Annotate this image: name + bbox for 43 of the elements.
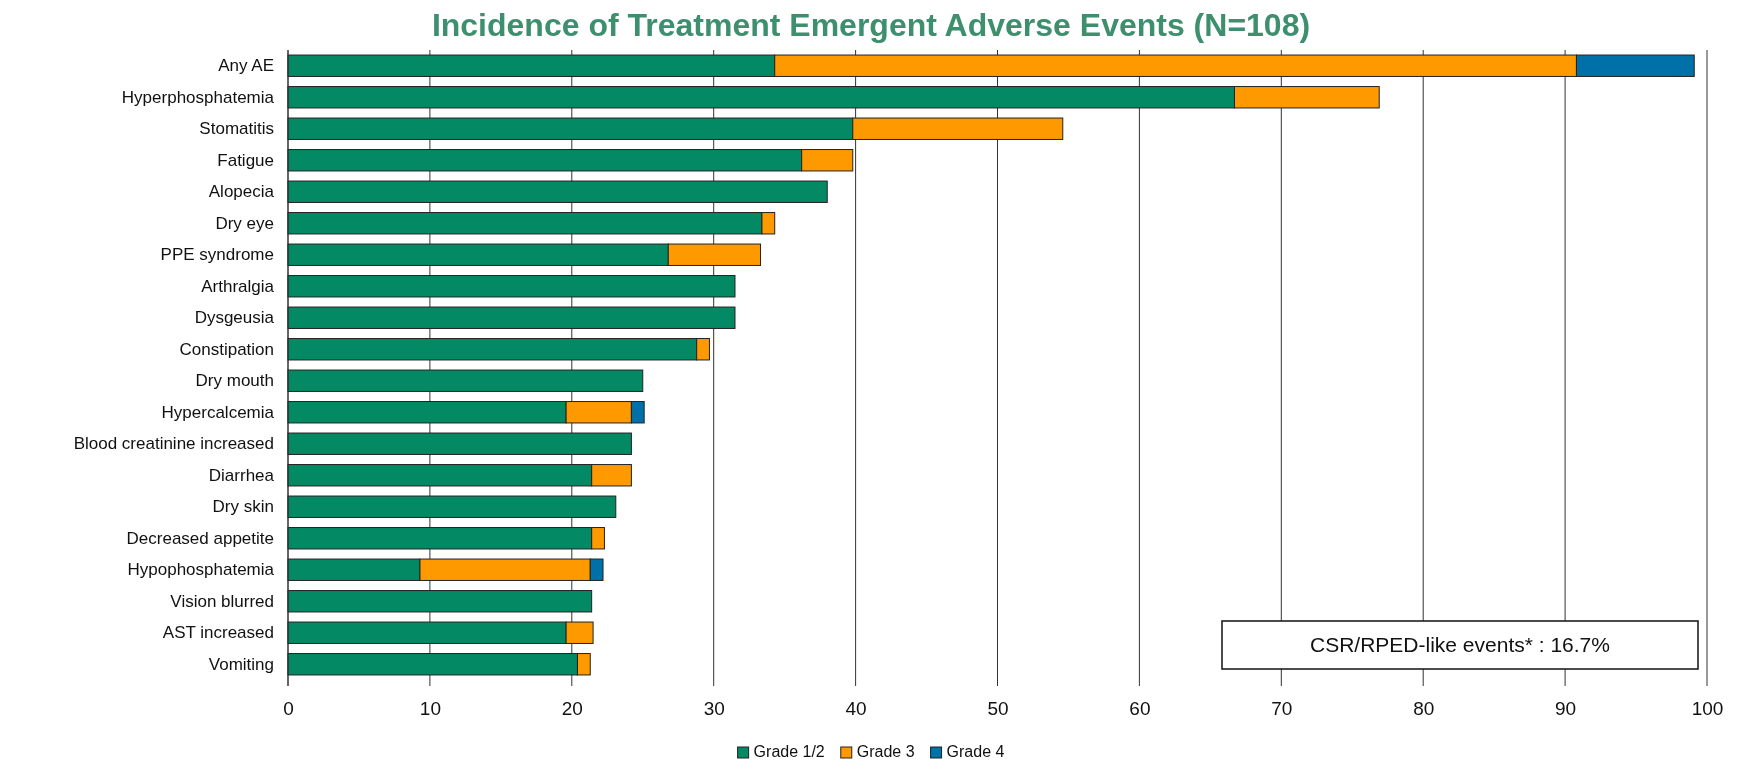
x-tick-label: 100 (1691, 698, 1724, 720)
y-tick-label: Hypophosphatemia (127, 560, 275, 580)
y-tick-label: Any AE (218, 56, 274, 76)
y-tick-label: Hyperphosphatemia (121, 87, 275, 107)
legend-label: Grade 3 (856, 743, 915, 760)
x-tick-label: 40 (845, 698, 867, 720)
x-tick-label: 30 (703, 698, 725, 720)
x-tick-label: 80 (1413, 698, 1435, 720)
x-tick-label: 0 (283, 698, 294, 720)
x-tick-label: 10 (419, 698, 441, 720)
y-tick-label: Decreased appetite (126, 528, 274, 548)
y-tick-label: Dry skin (212, 497, 274, 517)
bar (287, 495, 617, 518)
x-tick-label: 60 (1129, 698, 1151, 720)
bar (287, 275, 736, 298)
y-tick-label: Hypercalcemia (161, 402, 275, 422)
legend-label: Grade 1/2 (753, 743, 825, 760)
x-tick-label: 70 (1271, 698, 1293, 720)
y-tick-label: Fatigue (217, 150, 274, 170)
y-tick-label: Constipation (179, 339, 274, 359)
bar (287, 306, 736, 329)
annotation: CSR/RPED-like events* : 16.7% (1310, 633, 1610, 656)
x-tick-label: 50 (987, 698, 1009, 720)
y-tick-label: Vomiting (208, 654, 274, 674)
y-tick-label: AST increased (162, 623, 274, 643)
x-tick-label: 20 (561, 698, 583, 720)
legend-label: Grade 4 (946, 743, 1005, 760)
y-tick-label: Alopecia (208, 182, 275, 202)
bar (287, 369, 644, 392)
y-tick-label: Dry eye (215, 213, 274, 233)
x-tick-label: 90 (1555, 698, 1577, 720)
bar (287, 432, 632, 455)
bar (287, 180, 828, 203)
y-tick-label: Diarrhea (208, 465, 275, 485)
y-tick-label: Stomatitis (199, 119, 274, 139)
y-tick-label: Dry mouth (195, 371, 274, 391)
chart-title: Incidence of Treatment Emergent Adverse Events (N=108) (431, 7, 1311, 43)
bar (287, 590, 593, 613)
y-tick-label: Dysgeusia (194, 308, 275, 328)
y-tick-label: Vision blurred (170, 591, 274, 611)
y-tick-label: PPE syndrome (160, 245, 274, 265)
y-tick-label: Arthralgia (201, 276, 275, 296)
y-tick-label: Blood creatinine increased (73, 434, 274, 454)
